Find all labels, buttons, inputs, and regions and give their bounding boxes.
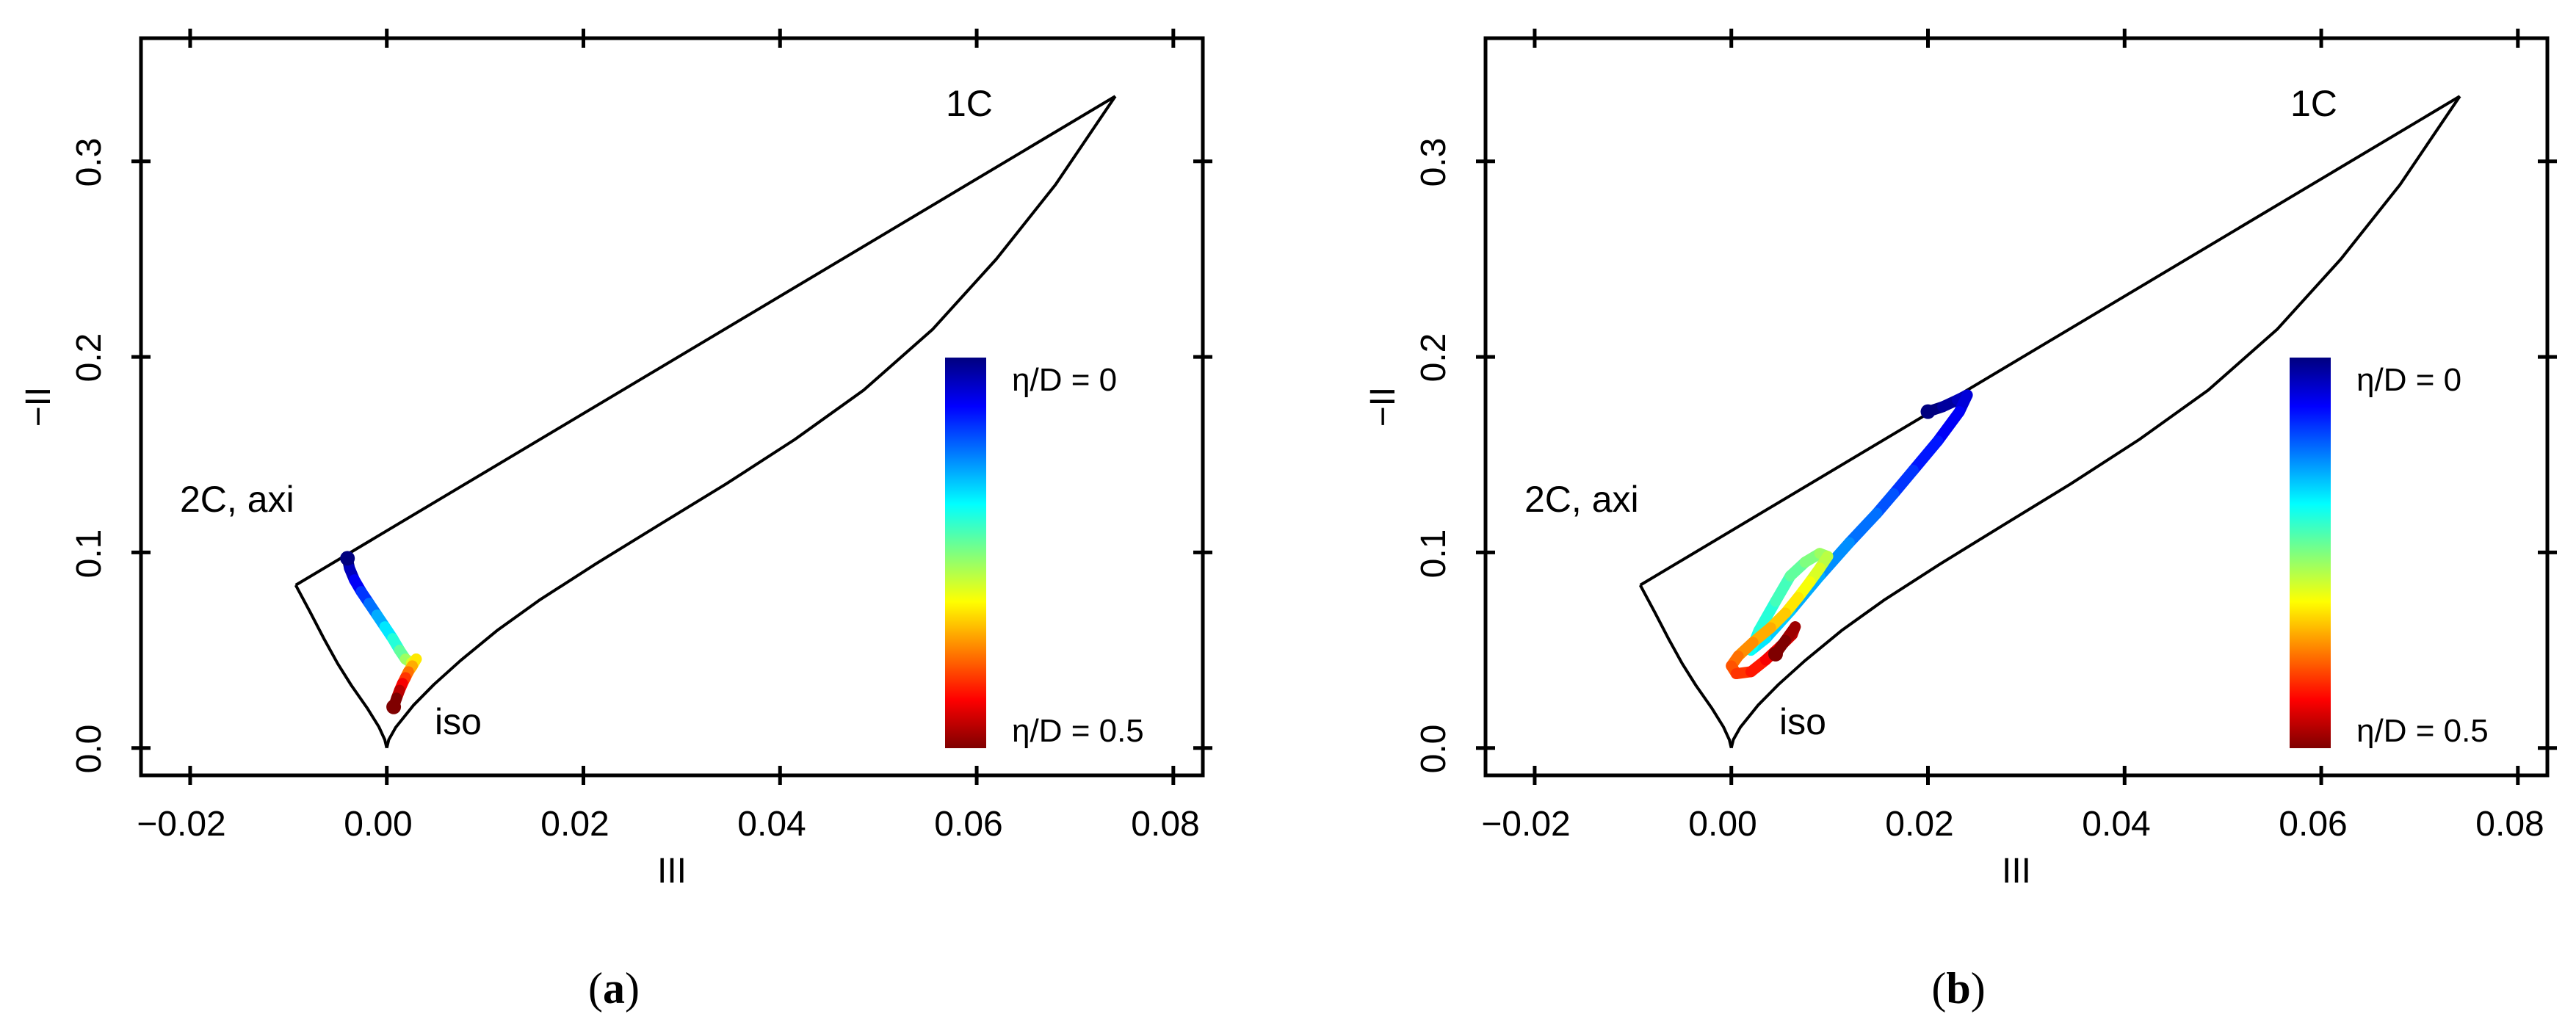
colorbar-bottom-label: η/D = 0.5 — [1012, 713, 1144, 749]
trajectory-segment — [1753, 595, 1781, 637]
annotation-iso: iso — [435, 701, 482, 742]
y-tick-label: 0.1 — [70, 529, 109, 579]
annotation-2c-axi: 2C, axi — [1524, 479, 1639, 520]
y-tick-label: 0.2 — [1414, 333, 1453, 383]
y-tick-label: 0.1 — [1414, 529, 1453, 579]
boundary-iso-1c-curve — [385, 95, 1117, 749]
boundary-iso-1c-curve — [1729, 95, 2461, 749]
trajectory-end-point — [386, 699, 402, 714]
boundary-iso-2c-curve — [1638, 584, 1733, 749]
y-tick-label: 0.2 — [70, 333, 109, 383]
x-tick-label: 0.04 — [2082, 805, 2150, 844]
x-axis-label: III — [657, 852, 687, 891]
annotation-1c: 1C — [2290, 83, 2337, 124]
axis-ticks — [131, 29, 1212, 785]
x-tick-labels: −0.02 0.00 0.02 0.04 0.06 0.08 — [1481, 805, 2544, 844]
trajectory-segment — [1907, 435, 1944, 477]
trajectory-segment — [1843, 507, 1883, 548]
data-trajectory — [340, 551, 422, 714]
annotation-iso: iso — [1779, 701, 1826, 742]
trajectory-end-point — [1768, 646, 1783, 662]
plot-area — [294, 95, 1117, 749]
trajectory-start-point — [340, 551, 355, 566]
plot-frame — [139, 36, 1205, 778]
x-tick-label: 0.08 — [1131, 805, 1199, 844]
x-tick-label: 0.02 — [540, 805, 609, 844]
plot-area — [1638, 95, 2461, 749]
x-tick-label: 0.02 — [1885, 805, 1953, 844]
x-tick-label: 0.00 — [344, 805, 412, 844]
y-tick-labels: 0.0 0.1 0.2 0.3 — [70, 138, 109, 774]
colorbar-top-label: η/D = 0 — [1012, 362, 1117, 398]
y-tick-label: 0.0 — [70, 725, 109, 774]
panel-a: −0.02 0.00 0.02 0.04 0.06 0.08 0.0 0.1 0… — [19, 29, 1212, 1013]
trajectory-start-point — [1920, 404, 1936, 419]
trajectory-segment — [1932, 406, 1965, 447]
x-tick-label: 0.04 — [737, 805, 806, 844]
colorbar: η/D = 0 η/D = 0.5 — [945, 358, 1144, 749]
y-tick-label: 0.0 — [1414, 725, 1453, 774]
annotation-2c-axi: 2C, axi — [180, 479, 294, 520]
y-axis-label: −II — [19, 387, 58, 427]
x-axis-label: III — [2002, 852, 2031, 891]
axis-ticks — [1476, 29, 2557, 785]
x-tick-label: 0.08 — [2475, 805, 2544, 844]
panel-label: (b) — [1931, 964, 1985, 1013]
y-tick-labels: 0.0 0.1 0.2 0.3 — [1414, 138, 1453, 774]
x-tick-label: −0.02 — [137, 805, 225, 844]
x-tick-label: −0.02 — [1481, 805, 1570, 844]
annotation-1c: 1C — [946, 83, 993, 124]
colorbar-top-label: η/D = 0 — [2356, 362, 2461, 398]
boundary-iso-2c-curve — [294, 584, 388, 749]
data-trajectory — [1726, 389, 1973, 680]
x-tick-label: 0.06 — [2279, 805, 2347, 844]
x-tick-label: 0.00 — [1688, 805, 1756, 844]
x-tick-labels: −0.02 0.00 0.02 0.04 0.06 0.08 — [137, 805, 1199, 844]
plot-frame — [1483, 36, 2550, 778]
colorbar-gradient — [945, 358, 986, 748]
panel-b: −0.02 0.00 0.02 0.04 0.06 0.08 0.0 0.1 0… — [1364, 29, 2557, 1013]
colorbar: η/D = 0 η/D = 0.5 — [2290, 358, 2489, 749]
panel-label: (a) — [588, 964, 640, 1013]
y-axis-label: −II — [1364, 387, 1403, 427]
x-tick-label: 0.06 — [934, 805, 1002, 844]
boundary-2c-1c-line — [1639, 95, 2461, 587]
y-tick-label: 0.3 — [70, 138, 109, 187]
colorbar-gradient — [2290, 358, 2331, 748]
y-tick-label: 0.3 — [1414, 138, 1453, 187]
colorbar-bottom-label: η/D = 0.5 — [2356, 713, 2489, 749]
boundary-2c-1c-line — [294, 95, 1116, 587]
